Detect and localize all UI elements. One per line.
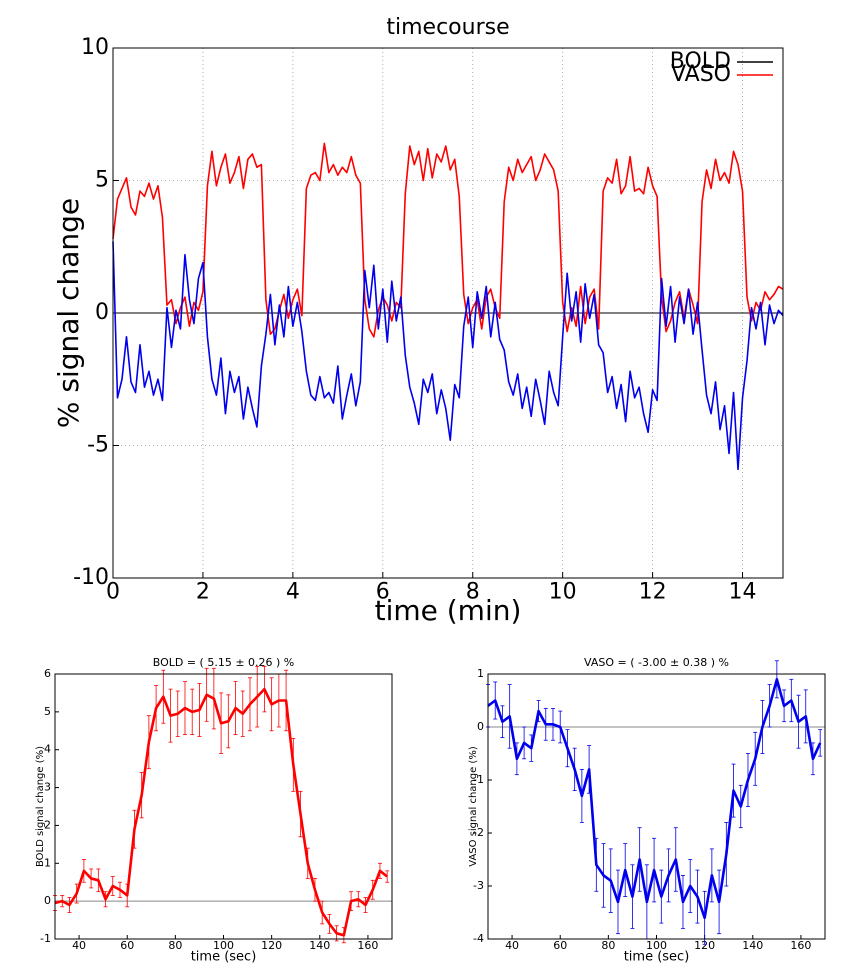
x-axis-label: time (sec) — [191, 950, 257, 965]
plot-frame — [487, 673, 826, 940]
y-tick-label: -4 — [473, 932, 484, 945]
y-tick-label: 10 — [81, 35, 109, 60]
x-tick-label: 10 — [549, 579, 577, 604]
x-tick-label: 80 — [168, 939, 182, 952]
y-tick-label: 0 — [44, 894, 51, 907]
x-tick-label: 120 — [694, 939, 715, 952]
x-tick-label: 60 — [120, 939, 134, 952]
x-tick-label: 12 — [639, 579, 667, 604]
x-tick-label: 140 — [309, 939, 330, 952]
legend-label: VASO — [671, 62, 731, 87]
x-tick-label: 60 — [553, 939, 567, 952]
x-tick-label: 4 — [286, 579, 300, 604]
y-tick-label: -5 — [87, 433, 109, 458]
x-tick-label: 80 — [601, 939, 615, 952]
x-tick-label: 160 — [357, 939, 378, 952]
chart-title: BOLD = ( 5.15 ± 0.26 ) % — [153, 656, 295, 669]
x-tick-label: 120 — [261, 939, 282, 952]
x-tick-label: 8 — [466, 579, 480, 604]
y-tick-label: -3 — [473, 879, 484, 892]
y-tick-label: 4 — [44, 743, 51, 756]
x-tick-label: 14 — [729, 579, 757, 604]
y-tick-label: 0 — [95, 300, 109, 325]
y-tick-label: 5 — [44, 705, 51, 718]
y-tick-label: 1 — [44, 856, 51, 869]
data-line — [112, 241, 784, 471]
plot-frame — [112, 47, 784, 579]
y-tick-label: 2 — [44, 818, 51, 831]
y-tick-label: 6 — [44, 667, 51, 680]
x-axis-label: time (sec) — [624, 950, 690, 965]
y-axis-label: % signal change — [52, 198, 85, 428]
y-tick-label: 3 — [44, 781, 51, 794]
y-tick-label: -10 — [73, 565, 109, 590]
chart-title: timecourse — [386, 15, 509, 40]
x-tick-label: 0 — [106, 579, 120, 604]
y-tick-label: -1 — [40, 932, 51, 945]
chart-title: VASO = ( -3.00 ± 0.38 ) % — [584, 656, 729, 669]
data-line — [112, 142, 784, 338]
x-tick-label: 6 — [376, 579, 390, 604]
x-tick-label: 2 — [196, 579, 210, 604]
x-tick-label: 140 — [742, 939, 763, 952]
plot-frame — [54, 673, 393, 940]
x-tick-label: 40 — [72, 939, 86, 952]
y-tick-label: 5 — [95, 168, 109, 193]
x-tick-label: 40 — [505, 939, 519, 952]
data-line — [487, 678, 822, 920]
x-axis-label: time (min) — [375, 594, 522, 627]
y-tick-label: -2 — [473, 826, 484, 839]
y-tick-label: 1 — [477, 667, 484, 680]
x-tick-label: 100 — [213, 939, 234, 952]
y-tick-label: 0 — [477, 720, 484, 733]
data-line — [54, 687, 388, 937]
y-axis-label: BOLD signal change (%) — [35, 746, 46, 867]
y-tick-label: -1 — [473, 773, 484, 786]
y-axis-label: VASO signal change (%) — [468, 746, 479, 867]
x-tick-label: 160 — [790, 939, 811, 952]
legend-label: BOLD — [670, 49, 731, 74]
x-tick-label: 100 — [646, 939, 667, 952]
